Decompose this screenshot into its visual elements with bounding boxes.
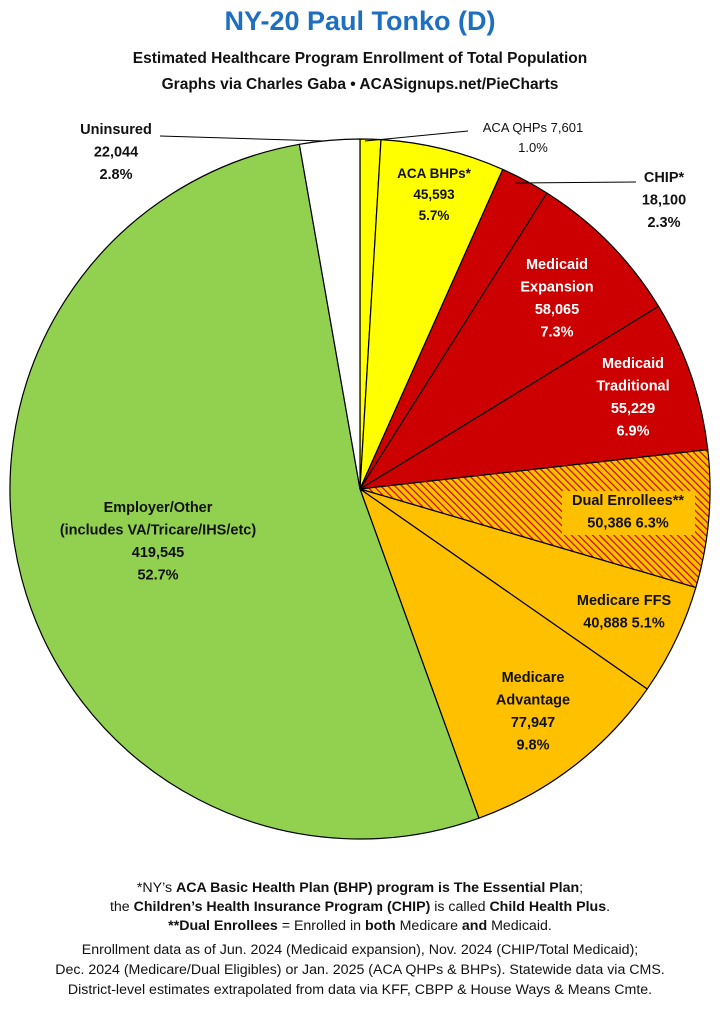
pie-slice-aca-bhps	[359, 139, 504, 490]
pie-slice-medicaid-expansion	[359, 192, 660, 490]
pie-slice-uninsured	[298, 138, 361, 490]
source-note-3: District-level estimates extrapolated fr…	[67, 982, 653, 998]
source-note-1: Enrollment data as of Jun. 2024 (Medicai…	[81, 942, 639, 958]
pie-slice-medicaid-traditional	[359, 305, 709, 490]
slice-label-aca-bhps: ACA BHPs* 45,593 5.7%	[397, 166, 472, 223]
slice-label-dual-enrollees: Dual Enrollees** 50,386 6.3%	[572, 493, 684, 531]
leader-line-aca-qhps	[364, 130, 469, 142]
slice-label-aca-qhps: ACA QHPs 7,601 1.0%	[483, 120, 583, 155]
footnote-chip: the Children’s Health Insurance Program …	[109, 899, 611, 915]
slice-label-employer-other: Employer/Other (includes VA/Tricare/IHS/e…	[60, 500, 257, 583]
pie-slice-dual-enrollees	[359, 449, 711, 589]
leader-line-uninsured	[159, 135, 326, 142]
slice-label-medicare-ffs: Medicare FFS 40,888 5.1%	[577, 593, 672, 631]
slice-label-medicaid-traditional: Medicaid Traditional 55,229 6.9%	[596, 356, 669, 439]
chart-title: NY-20 Paul Tonko (D)	[224, 6, 496, 36]
chart-subtitle-line-2: Graphs via Charles Gaba • ACASignups.net…	[161, 76, 559, 93]
footnote-bhp: *NY’s ACA Basic Health Plan (BHP) progra…	[136, 880, 584, 896]
slice-label-medicare-advantage: Medicare Advantage 77,947 9.8%	[496, 670, 570, 753]
slice-label-chip: CHIP* 18,100 2.3%	[642, 170, 686, 231]
label-background-dual-enrollees	[562, 491, 695, 535]
source-note-2: Dec. 2024 (Medicare/Dual Eligibles) or J…	[55, 962, 665, 978]
pie-slice-medicare-advantage	[359, 488, 648, 819]
leader-line-chip	[514, 181, 637, 184]
slice-label-uninsured: Uninsured 22,044 2.8%	[80, 122, 152, 183]
pie-slice-employer-other	[9, 143, 480, 840]
footnote-dual-enrollees: **Dual Enrollees = Enrolled in both Medi…	[168, 918, 552, 934]
chart-subtitle-line-1: Estimated Healthcare Program Enrollment …	[132, 50, 588, 67]
slice-label-medicaid-expansion: Medicaid Expansion 58,065 7.3%	[520, 257, 593, 340]
